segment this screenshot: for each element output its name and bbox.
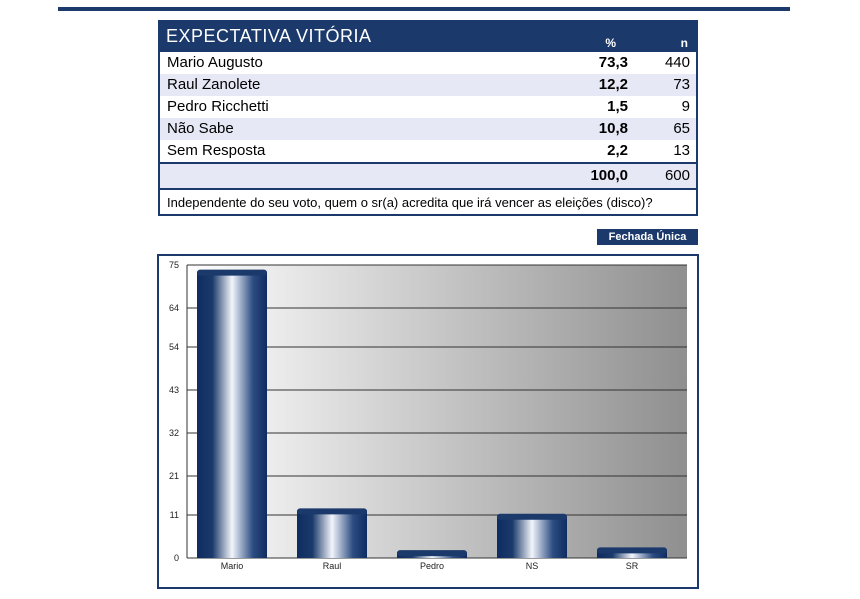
table-row: Pedro Ricchetti 1,5 9 — [160, 96, 696, 118]
y-tick-label: 54 — [169, 342, 179, 352]
table-total-row: 100,0 600 — [160, 162, 696, 190]
row-percent: 2,2 — [607, 142, 628, 159]
table-header: EXPECTATIVA VITÓRIA % n — [160, 22, 696, 52]
total-percent: 100,0 — [590, 167, 628, 184]
bar-cap — [297, 508, 367, 515]
table-row: Sem Resposta 2,2 13 — [160, 140, 696, 162]
row-percent: 12,2 — [598, 76, 628, 93]
bar-cap — [197, 269, 267, 276]
row-percent: 10,8 — [598, 120, 628, 137]
y-tick-label: 0 — [174, 553, 179, 563]
row-label: Sem Resposta — [167, 142, 266, 159]
question-type-tag: Fechada Única — [597, 229, 698, 245]
row-count: 9 — [681, 98, 690, 115]
row-label: Raul Zanolete — [167, 76, 261, 93]
row-count: 440 — [664, 54, 690, 71]
row-label: Mario Augusto — [167, 54, 263, 71]
row-label: Não Sabe — [167, 120, 234, 137]
row-count: 13 — [673, 142, 690, 159]
x-tick-label: NS — [526, 561, 539, 571]
x-tick-label: Pedro — [420, 561, 444, 571]
y-tick-label: 32 — [169, 428, 179, 438]
column-header-count: n — [680, 36, 688, 50]
table-row: Não Sabe 10,8 65 — [160, 118, 696, 140]
bar-chart-svg: 0 11 21 32 43 54 64 75 Mario Raul Pedro NS SR — [169, 260, 687, 571]
x-tick-label: Mario — [221, 561, 244, 571]
y-tick-label: 21 — [169, 471, 179, 481]
row-label: Pedro Ricchetti — [167, 98, 269, 115]
y-tick-label: 11 — [170, 510, 179, 520]
survey-question: Independente do seu voto, quem o sr(a) a… — [167, 195, 653, 210]
table-title: EXPECTATIVA VITÓRIA — [166, 26, 372, 46]
plot-background — [187, 265, 687, 558]
bar-chart: 0 11 21 32 43 54 64 75 Mario Raul Pedro NS SR — [157, 254, 699, 589]
y-tick-label: 64 — [169, 303, 179, 313]
y-tick-label: 75 — [169, 260, 179, 270]
row-percent: 73,3 — [598, 54, 628, 71]
bar — [597, 549, 667, 558]
x-tick-label: SR — [626, 561, 639, 571]
bar — [497, 515, 567, 558]
bar — [297, 510, 367, 558]
bar-cap — [397, 550, 467, 557]
bar — [197, 271, 267, 558]
top-divider-line — [58, 7, 790, 11]
results-table: EXPECTATIVA VITÓRIA % n Mario Augusto 73… — [158, 20, 698, 216]
bar-cap — [597, 547, 667, 554]
row-percent: 1,5 — [607, 98, 628, 115]
row-count: 73 — [673, 76, 690, 93]
bar-cap — [497, 513, 567, 520]
table-row: Mario Augusto 73,3 440 — [160, 52, 696, 74]
table-row: Raul Zanolete 12,2 73 — [160, 74, 696, 96]
row-count: 65 — [673, 120, 690, 137]
x-tick-label: Raul — [323, 561, 342, 571]
y-tick-label: 43 — [169, 385, 179, 395]
total-count: 600 — [664, 167, 690, 184]
column-header-percent: % — [605, 36, 616, 50]
